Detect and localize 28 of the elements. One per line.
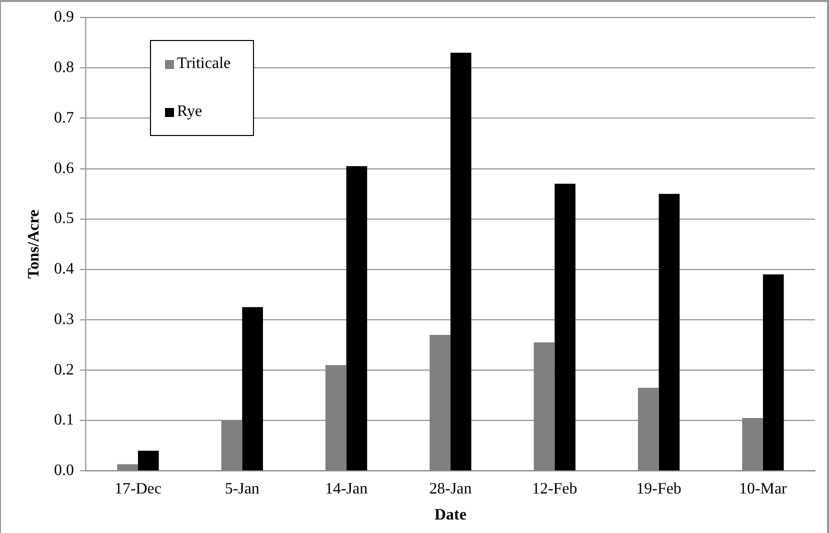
y-tick-label: 0.4 [54, 260, 74, 278]
x-tick-label: 28-Jan [429, 480, 472, 498]
legend-label: Rye [177, 103, 202, 121]
x-tick-label: 12-Feb [532, 480, 578, 498]
x-tick-label: 17-Dec [114, 480, 162, 498]
x-tick-label: 14-Jan [325, 480, 368, 498]
y-tick-label: 0.8 [54, 59, 74, 76]
y-tick-label: 0.1 [54, 412, 74, 429]
bar [242, 307, 263, 470]
legend-label: Triticale [177, 55, 231, 73]
y-axis-title: Tons/Acre [26, 210, 43, 279]
x-axis-title: Date [434, 506, 466, 524]
x-tick-label: 19-Feb [636, 480, 682, 498]
y-tick-label: 0.6 [54, 160, 74, 177]
y-tick-label: 0.0 [54, 462, 74, 480]
bar [762, 274, 784, 470]
y-tick-label: 0.9 [54, 8, 74, 26]
bar [346, 166, 368, 470]
bar [138, 450, 159, 470]
x-tick-label: 10-Mar [739, 480, 788, 498]
bar [658, 194, 680, 470]
y-tick-label: 0.2 [54, 361, 74, 378]
x-tick-label: 5-Jan [224, 480, 260, 498]
y-tick-label: 0.7 [54, 109, 74, 126]
y-tick-label: 0.5 [54, 210, 74, 228]
bar [450, 52, 472, 470]
bar [554, 184, 576, 470]
y-tick-label: 0.3 [54, 310, 74, 328]
